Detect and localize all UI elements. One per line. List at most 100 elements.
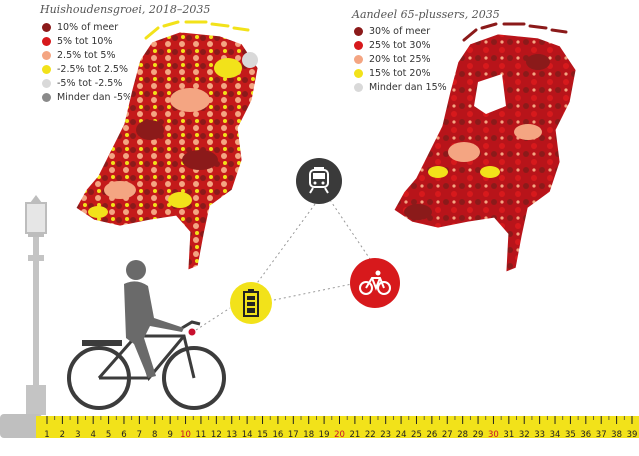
map-body-left — [75, 31, 259, 271]
ruler-label: 25 — [411, 430, 422, 440]
ruler-label: 10 — [180, 430, 191, 440]
street-lamp-illustration — [25, 195, 47, 415]
ruler-label: 39 — [626, 430, 638, 440]
legend-swatch — [42, 92, 51, 102]
ruler-label: 6 — [121, 430, 127, 440]
legend-swatch — [42, 36, 51, 46]
ruler-label: 29 — [472, 430, 484, 440]
map-region-right — [526, 54, 550, 70]
ruler-label: 38 — [611, 430, 623, 440]
ruler-label: 14 — [241, 430, 253, 440]
legend-label: Minder dan -5% — [57, 91, 133, 103]
ruler-label: 37 — [595, 430, 607, 440]
ruler-label: 20 — [334, 430, 345, 440]
ruler-label: 15 — [257, 430, 268, 440]
legend-label: 15% tot 20% — [369, 67, 431, 79]
ruler-label: 36 — [580, 430, 592, 440]
legend-label: 30% of meer — [369, 25, 431, 37]
ruler-label: 8 — [152, 430, 158, 440]
netherlands-65plus-share-map — [393, 22, 577, 272]
legend-row: -5% tot -2.5% — [42, 76, 132, 90]
ruler-label: 32 — [518, 430, 530, 440]
ruler-label: 27 — [441, 430, 453, 440]
legend-label: 5% tot 10% — [57, 35, 113, 47]
legend-swatch — [354, 54, 363, 64]
legend-label: 2.5% tot 5% — [57, 49, 116, 61]
ruler-label: 26 — [426, 430, 438, 440]
ruler-label: 11 — [195, 430, 207, 440]
map-region-right — [514, 124, 542, 140]
ruler-label: 3 — [75, 430, 81, 440]
train-icon — [296, 158, 342, 204]
map-region-left — [136, 120, 164, 140]
ruler-label: 24 — [395, 430, 407, 440]
map-region-left — [182, 150, 218, 170]
legend-row: 30% of meer — [354, 24, 447, 38]
battery-icon — [230, 282, 272, 324]
legend-label: 10% of meer — [57, 21, 119, 33]
map-region-left — [170, 88, 210, 112]
legend-row: 10% of meer — [42, 20, 132, 34]
map-region-left — [88, 206, 108, 218]
ruler-label: 17 — [287, 430, 299, 440]
legend-swatch — [354, 68, 363, 78]
map-region-left — [242, 52, 258, 68]
right-map-legend: 30% of meer 25% tot 30% 20% tot 25% 15% … — [354, 24, 447, 94]
legend-row: 25% tot 30% — [354, 38, 447, 52]
bicycle-icon — [350, 258, 400, 308]
wadden-islands-right — [462, 22, 568, 42]
ruler-label: 9 — [167, 430, 173, 440]
left-map-legend: 10% of meer 5% tot 10% 2.5% tot 5% -2.5%… — [42, 20, 132, 104]
map-region-left — [104, 181, 136, 199]
ruler-label: 35 — [564, 430, 576, 440]
ruler-labels: 1 2 3 4 5 6 7 8 9 10 11 12 13 14 15 16 17 18 19 20 21 22 23 24 2… — [0, 410, 639, 442]
legend-swatch — [354, 40, 363, 50]
legend-swatch — [42, 64, 51, 74]
legend-row: Minder dan 15% — [354, 80, 447, 94]
wadden-islands-left — [144, 20, 250, 40]
map-region-right — [480, 166, 500, 178]
ruler-label: 5 — [105, 430, 112, 440]
legend-swatch — [42, 22, 51, 32]
ruler-label: 16 — [272, 430, 284, 440]
ruler-label: 13 — [226, 430, 238, 440]
netherlands-household-growth-map — [75, 20, 259, 271]
ruler-label: 33 — [534, 430, 546, 440]
map-region-left — [214, 58, 242, 78]
map-body-right — [393, 33, 577, 272]
legend-row: 15% tot 20% — [354, 66, 447, 80]
legend-row: -2.5% tot 2.5% — [42, 62, 132, 76]
ruler-label: 12 — [210, 430, 222, 440]
ruler-label: 34 — [549, 430, 561, 440]
ruler-label: 4 — [90, 430, 96, 440]
legend-label: Minder dan 15% — [369, 81, 447, 93]
legend-swatch — [354, 82, 363, 92]
map-region-right — [428, 166, 448, 178]
legend-row: Minder dan -5% — [42, 90, 132, 104]
legend-label: -2.5% tot 2.5% — [57, 63, 128, 75]
legend-swatch — [354, 26, 363, 36]
legend-row: 5% tot 10% — [42, 34, 132, 48]
legend-label: 20% tot 25% — [369, 53, 431, 65]
ruler-label: 21 — [349, 430, 361, 440]
legend-row: 2.5% tot 5% — [42, 48, 132, 62]
ruler-label: 7 — [136, 430, 143, 440]
ruler-label: 2 — [59, 430, 66, 440]
ruler-label: 28 — [457, 430, 469, 440]
legend-swatch — [42, 50, 51, 60]
map-region-right — [448, 142, 480, 162]
cyclist-illustration — [67, 260, 226, 410]
legend-swatch — [42, 78, 51, 88]
map-region-left — [168, 192, 192, 208]
ruler-label: 31 — [503, 430, 515, 440]
map-region-right — [404, 204, 432, 220]
ijsselmeer-right — [474, 74, 506, 114]
ruler-label: 30 — [488, 430, 499, 440]
ruler-label: 18 — [303, 430, 315, 440]
legend-label: -5% tot -2.5% — [57, 77, 123, 89]
legend-label: 25% tot 30% — [369, 39, 431, 51]
right-map-title: Aandeel 65-plussers, 2035 — [352, 8, 500, 21]
legend-row: 20% tot 25% — [354, 52, 447, 66]
ruler-label: 19 — [318, 430, 330, 440]
